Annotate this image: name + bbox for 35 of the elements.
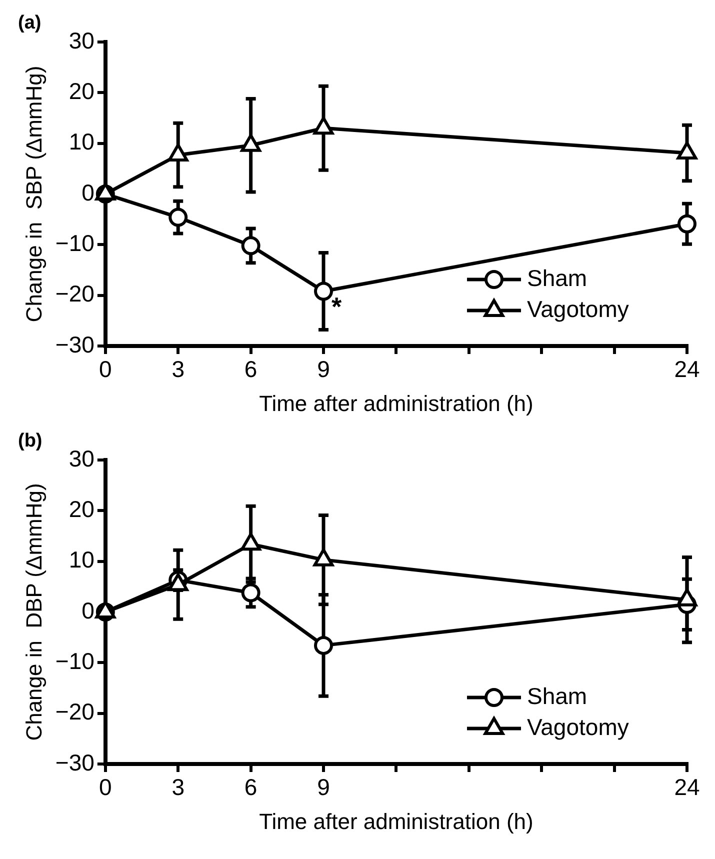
chart-title: (a) [18,12,42,34]
y-tick-label: −20 [55,280,94,307]
x-tick-label: 6 [244,774,258,800]
x-tick-label: 24 [674,774,700,800]
x-tick-label: 9 [317,774,330,800]
x-tick-label: 6 [244,356,258,382]
legend-label: Sham [527,264,588,291]
y-tick-label: −30 [55,749,94,776]
y-tick-label: 20 [68,78,94,104]
x-tick-label: 3 [172,356,185,382]
y-tick-label: −30 [55,331,94,358]
y-axis-title: Change in SBP (ΔmmHg) [21,66,46,322]
x-tick-label: 0 [99,774,112,800]
y-tick-label: 10 [68,128,94,155]
x-axis-title: Time after administration (h) [259,390,534,416]
y-tick-label: 30 [68,27,94,54]
x-tick-label: 9 [317,356,330,382]
y-tick-label: −10 [55,230,94,256]
y-tick-label: 30 [68,445,94,472]
x-tick-label: 0 [99,356,112,382]
y-tick-label: 20 [68,496,94,522]
y-tick-label: 10 [68,546,94,573]
y-tick-label: −20 [55,698,94,725]
y-tick-label: 0 [82,179,94,206]
legend-label: Vagotomy [527,296,630,322]
y-axis-title: Change in DBP (ΔmmHg) [21,483,46,741]
x-tick-label: 3 [172,774,185,800]
legend-label: Sham [527,682,588,709]
x-tick-label: 24 [674,356,700,382]
legend-label: Vagotomy [527,714,630,740]
y-tick-label: −10 [55,648,94,674]
x-axis-title: Time after administration (h) [259,808,534,834]
y-tick-label: 0 [82,597,94,624]
chart-title: (b) [18,430,42,452]
annotation: * [332,291,343,322]
